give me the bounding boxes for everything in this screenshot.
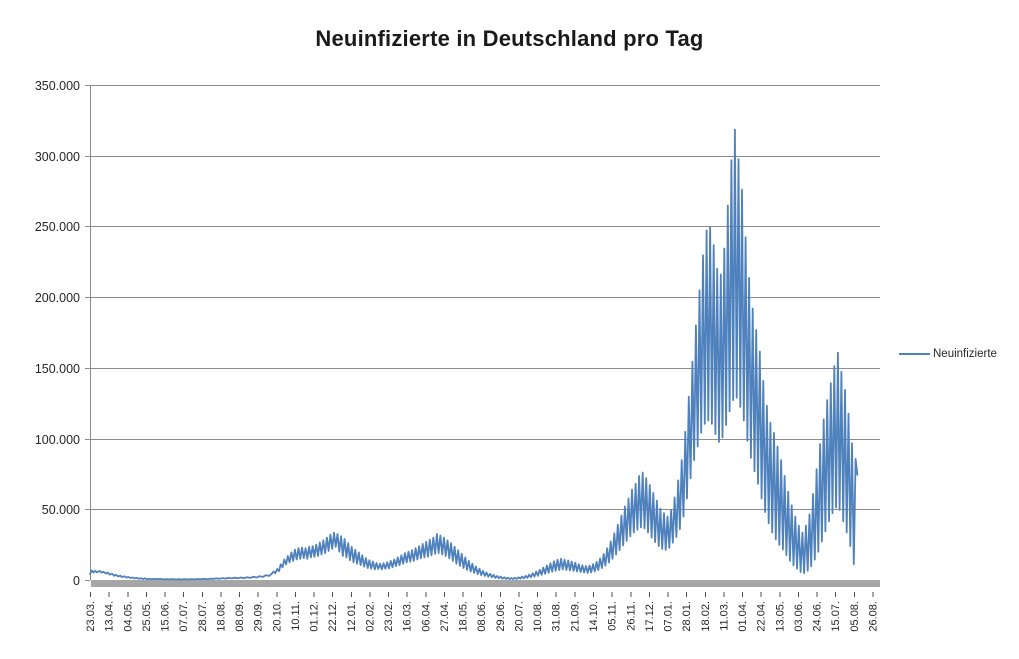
- y-tick-label: 300.000: [35, 150, 80, 164]
- x-tick-label: 10.11.: [290, 601, 302, 631]
- x-tick-label: 01.12.: [309, 601, 321, 632]
- x-tick-label: 26.08.: [867, 601, 879, 632]
- x-tick-label: 26.11.: [625, 601, 637, 631]
- x-tick-label: 18.05.: [458, 601, 470, 632]
- x-tick-label: 25.05.: [141, 601, 153, 632]
- x-tick-label: 07.01.: [663, 601, 675, 632]
- x-tick-label: 28.01.: [681, 601, 693, 632]
- x-tick-label: 06.04.: [420, 601, 432, 632]
- x-tick-label: 23.02.: [383, 601, 395, 632]
- x-tick-label: 18.02.: [700, 601, 712, 632]
- x-tick-label: 01.04.: [737, 601, 749, 632]
- y-tick-label: 100.000: [35, 433, 80, 447]
- y-tick-label: 0: [73, 574, 80, 588]
- legend-series-label: Neuinfizierte: [933, 348, 997, 360]
- x-tick-label: 03.06.: [793, 601, 805, 632]
- x-tick-label: 18.08.: [215, 601, 227, 632]
- x-tick-label: 13.04.: [104, 601, 116, 632]
- x-tick-label: 08.09.: [234, 601, 246, 632]
- x-tick-label: 27.04.: [439, 601, 451, 632]
- x-tick-label: 29.09.: [253, 601, 265, 632]
- x-tick-label: 22.12.: [327, 601, 339, 632]
- x-tick-label: 05.08.: [849, 601, 861, 632]
- x-tick-label: 23.03.: [85, 601, 97, 632]
- series-line: [89, 128, 859, 581]
- x-tick-label: 02.02.: [364, 601, 376, 632]
- y-tick-label: 350.000: [35, 79, 80, 93]
- x-tick-label: 13.05.: [774, 601, 786, 632]
- x-tick-label: 11.03.: [718, 601, 730, 631]
- x-tick-label: 16.03.: [402, 601, 414, 632]
- y-tick-label: 200.000: [35, 291, 80, 305]
- x-tick-label: 17.12.: [644, 601, 656, 632]
- x-tick-label: 07.07.: [178, 601, 190, 632]
- x-tick-label: 20.10.: [271, 601, 283, 632]
- x-tick-label: 15.06.: [160, 601, 172, 632]
- legend-line-marker: [899, 353, 930, 355]
- x-tick-label: 08.06.: [476, 601, 488, 632]
- x-tick-label: 14.10.: [588, 601, 600, 632]
- x-axis-bar: [91, 580, 880, 587]
- x-tick-label: 28.07.: [197, 601, 209, 632]
- x-tick-label: 31.08.: [551, 601, 563, 632]
- x-tick-label: 12.01.: [346, 601, 358, 632]
- x-tick-label: 04.05.: [122, 601, 134, 632]
- y-tick-label: 150.000: [35, 362, 80, 376]
- y-tick-label: 250.000: [35, 220, 80, 234]
- x-tick-label: 29.06.: [495, 601, 507, 632]
- x-tick-label: 05.11.: [607, 601, 619, 631]
- x-tick-label: 21.09.: [569, 601, 581, 632]
- x-tick-label: 20.07.: [513, 601, 525, 632]
- legend: Neuinfizierte: [899, 346, 997, 362]
- x-tick-label: 22.04.: [756, 601, 768, 632]
- x-tick-label: 24.06.: [812, 601, 824, 632]
- y-tick-label: 50.000: [42, 503, 80, 517]
- x-tick-label: 10.08.: [532, 601, 544, 632]
- chart-title: Neuinfizierte in Deutschland pro Tag: [315, 26, 704, 51]
- x-tick-label: 15.07.: [830, 601, 842, 632]
